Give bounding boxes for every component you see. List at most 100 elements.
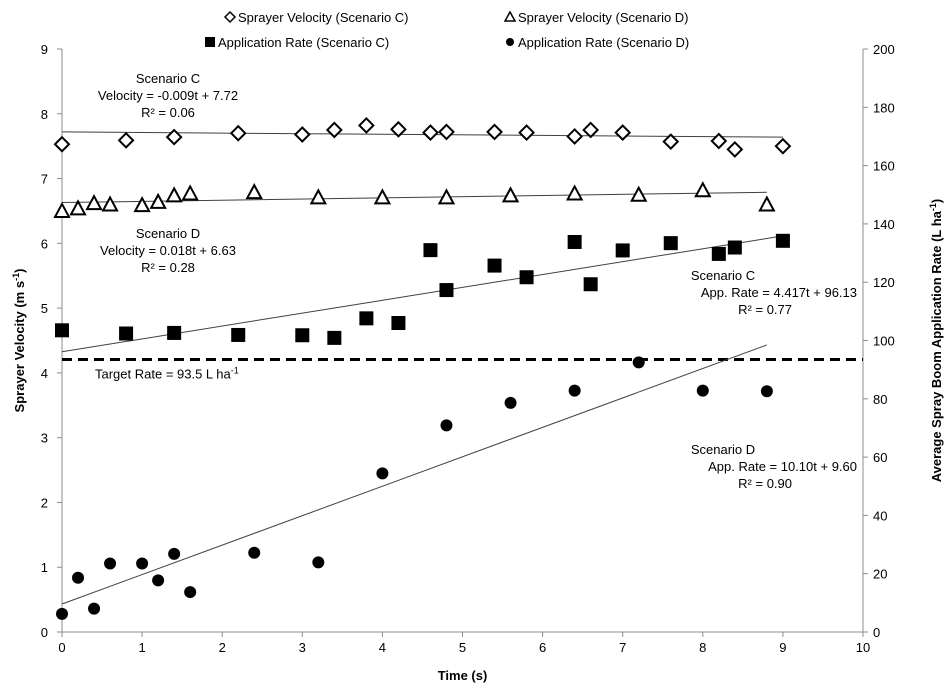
point-series-2 bbox=[437, 188, 456, 205]
point-series-3 bbox=[567, 234, 582, 249]
legend-marker bbox=[506, 38, 514, 46]
point-series-3 bbox=[583, 277, 598, 292]
point-series-4 bbox=[760, 385, 773, 398]
trendline-4 bbox=[61, 344, 768, 605]
point-series-4 bbox=[136, 557, 149, 570]
y-left-tick-label: 0 bbox=[41, 625, 48, 640]
point-series-1 bbox=[774, 137, 792, 155]
point-series-4 bbox=[568, 384, 581, 397]
regression-annotation: Scenario C Velocity = -0.009t + 7.72 R² = … bbox=[98, 71, 238, 120]
point-series-4 bbox=[504, 396, 517, 409]
point-series-2 bbox=[694, 181, 712, 198]
point-series-3 bbox=[119, 326, 134, 341]
y-right-tick-label: 160 bbox=[873, 159, 895, 174]
y-right-tick-label: 20 bbox=[873, 567, 887, 582]
point-series-1 bbox=[117, 131, 135, 149]
point-series-3 bbox=[295, 328, 310, 343]
point-series-3 bbox=[167, 325, 182, 340]
point-series-4 bbox=[696, 384, 709, 397]
legend-label: Application Rate (Scenario C) bbox=[218, 35, 389, 50]
point-series-4 bbox=[440, 419, 453, 432]
point-series-2 bbox=[165, 186, 183, 203]
legend-marker bbox=[205, 37, 215, 47]
y-left-axis-title: Sprayer Velocity (m s-1) bbox=[11, 269, 27, 413]
y-right-tick-label: 100 bbox=[873, 334, 895, 349]
x-tick-label: 9 bbox=[779, 640, 786, 655]
point-series-2 bbox=[501, 186, 520, 203]
point-series-4 bbox=[56, 607, 68, 620]
data-marks bbox=[53, 117, 792, 620]
point-series-1 bbox=[662, 133, 680, 151]
point-series-3 bbox=[391, 316, 406, 331]
y-left-tick-label: 6 bbox=[41, 236, 48, 251]
point-series-4 bbox=[72, 571, 85, 584]
point-series-4 bbox=[168, 547, 181, 560]
point-series-2 bbox=[181, 184, 199, 201]
point-series-2 bbox=[85, 194, 103, 211]
y-left-tick-label: 1 bbox=[41, 560, 48, 575]
y-right-tick-label: 180 bbox=[873, 100, 895, 115]
annotation-line: Scenario D bbox=[691, 442, 755, 457]
annotation-line: Scenario C bbox=[136, 71, 200, 86]
y-right-tick-label: 200 bbox=[873, 42, 895, 57]
trendlines bbox=[61, 131, 863, 605]
y-left-tick-label: 2 bbox=[41, 495, 48, 510]
point-series-1 bbox=[165, 128, 183, 146]
point-series-2 bbox=[69, 199, 87, 216]
point-series-2 bbox=[101, 195, 119, 212]
point-series-3 bbox=[519, 270, 534, 285]
point-series-4 bbox=[104, 557, 117, 570]
y-right-tick-label: 60 bbox=[873, 450, 887, 465]
legend-item: Application Rate (Scenario D) bbox=[506, 35, 689, 50]
point-series-2 bbox=[53, 201, 71, 218]
y-left-tick-label: 4 bbox=[41, 366, 48, 381]
point-series-1 bbox=[293, 126, 311, 143]
y-right-tick-label: 120 bbox=[873, 275, 895, 290]
point-series-1 bbox=[390, 120, 407, 138]
trendline-3 bbox=[61, 235, 783, 353]
annotation-line: Velocity = 0.018t + 6.63 bbox=[100, 243, 236, 258]
annotation-line: App. Rate = 4.417t + 96.13 bbox=[701, 285, 857, 300]
regression-annotation: Scenario D Velocity = 0.018t + 6.63 R² = 0… bbox=[100, 226, 236, 275]
legend-item: Sprayer Velocity (Scenario D) bbox=[503, 10, 689, 25]
x-tick-label: 4 bbox=[379, 640, 386, 655]
point-series-3 bbox=[423, 243, 438, 258]
x-tick-label: 7 bbox=[619, 640, 626, 655]
regression-annotation: Scenario C App. Rate = 4.417t + 96.13 R² =… bbox=[691, 268, 857, 317]
point-series-1 bbox=[229, 124, 247, 142]
point-series-4 bbox=[88, 602, 101, 615]
annotation-line: Scenario D bbox=[136, 226, 200, 241]
point-series-1 bbox=[710, 132, 728, 150]
annotation-line: R² = 0.90 bbox=[738, 476, 792, 491]
annotation-line: Velocity = -0.009t + 7.72 bbox=[98, 88, 238, 103]
x-tick-label: 2 bbox=[219, 640, 226, 655]
legend-item: Application Rate (Scenario C) bbox=[205, 35, 389, 50]
x-tick-label: 8 bbox=[699, 640, 706, 655]
y-left-tick-label: 8 bbox=[41, 107, 48, 122]
legend-item: Sprayer Velocity (Scenario C) bbox=[223, 10, 409, 25]
point-series-4 bbox=[376, 467, 389, 480]
y-right-tick-label: 0 bbox=[873, 625, 880, 640]
point-series-4 bbox=[248, 546, 261, 559]
point-series-2 bbox=[758, 195, 776, 212]
annotations: Target Rate = 93.5 L ha-1 Scenario C Veloc… bbox=[95, 71, 857, 491]
legend-label: Sprayer Velocity (Scenario C) bbox=[238, 10, 409, 25]
point-series-2 bbox=[245, 183, 263, 200]
regression-annotation: Scenario D App. Rate = 10.10t + 9.60 R² = … bbox=[691, 442, 857, 491]
point-series-1 bbox=[438, 123, 455, 141]
point-series-3 bbox=[327, 330, 342, 345]
legend-marker bbox=[503, 10, 517, 22]
point-series-3 bbox=[727, 240, 742, 255]
point-series-4 bbox=[152, 574, 165, 587]
trendline-1 bbox=[61, 131, 783, 138]
y-left-tick-label: 7 bbox=[41, 172, 48, 187]
x-tick-label: 0 bbox=[58, 640, 65, 655]
y-left-tick-label: 3 bbox=[41, 431, 48, 446]
ticks: 0 1 2 3 4 5 6 7 8 9 100123456789020406080100120140… bbox=[11, 42, 944, 683]
annotation-line: App. Rate = 10.10t + 9.60 bbox=[708, 459, 857, 474]
point-series-2 bbox=[565, 184, 584, 201]
point-series-1 bbox=[726, 140, 744, 158]
point-series-1 bbox=[582, 121, 600, 139]
point-series-1 bbox=[566, 128, 584, 145]
